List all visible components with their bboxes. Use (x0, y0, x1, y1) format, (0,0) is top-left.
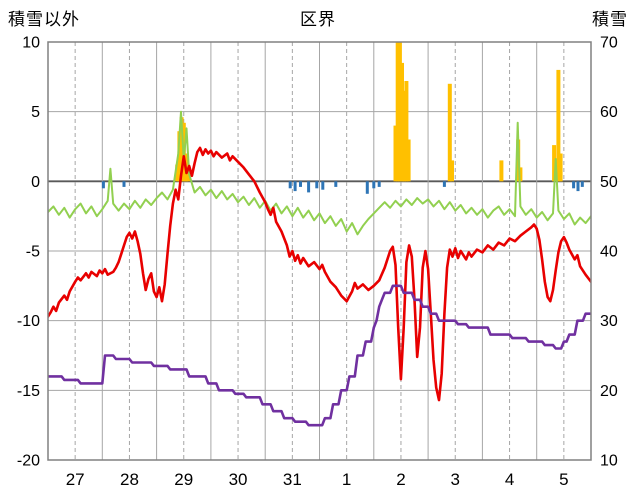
blue-bar (307, 181, 311, 193)
left-axis-title: 積雪以外 (8, 10, 80, 29)
orange-bar (177, 131, 182, 182)
right-axis-tick-label: 20 (600, 383, 618, 400)
x-axis-tick-label: 31 (283, 470, 302, 489)
x-axis-tick-label: 30 (229, 470, 248, 489)
left-axis-tick-label: 5 (31, 104, 40, 121)
left-axis-tick-label: -20 (17, 453, 40, 470)
red-line-series (48, 146, 591, 402)
x-axis-tick-label: 29 (174, 470, 193, 489)
orange-bar (499, 160, 504, 182)
blue-bar (288, 181, 292, 189)
orange-bar (402, 90, 407, 182)
right-axis-title: 積雪 (592, 10, 628, 29)
orange-bar (175, 164, 180, 182)
x-axis-tick-label: 1 (342, 470, 351, 489)
orange-bar (400, 62, 404, 182)
blue-bar (377, 181, 381, 187)
blue-bar (372, 181, 376, 189)
left-axis-tick-labels: 10 5 0 -5 -10 -15 -20 (17, 35, 40, 470)
orange-bar (447, 83, 452, 182)
blue-bar (365, 181, 369, 194)
gridlines (48, 42, 591, 460)
orange-bar (179, 117, 184, 182)
x-axis-tick-label: 28 (120, 470, 139, 489)
blue-bar (293, 181, 297, 192)
blue-bar (299, 181, 302, 187)
right-axis-tick-label: 60 (600, 104, 618, 121)
orange-bar (393, 125, 398, 182)
blue-bar (315, 181, 319, 189)
orange-bar (450, 160, 454, 182)
blue-bar (580, 181, 584, 187)
left-axis-tick-label: -15 (17, 383, 40, 400)
orange-bar (558, 153, 563, 182)
purple-line-series (48, 284, 591, 427)
x-axis-tick-label: 4 (505, 470, 514, 489)
plot-border (47, 41, 592, 461)
orange-bar (518, 167, 523, 182)
blue-bar (101, 181, 105, 189)
right-axis-tick-labels: 70 60 50 40 30 20 10 (600, 35, 618, 470)
blue-bars-series (101, 181, 584, 194)
left-axis-tick-label: 10 (22, 35, 40, 52)
orange-bar (397, 42, 402, 182)
orange-bar (552, 145, 557, 182)
orange-bar (186, 170, 191, 182)
right-axis-tick-label: 10 (600, 453, 618, 470)
chart-title: 区界 (300, 10, 336, 29)
right-axis-tick-label: 30 (600, 313, 618, 330)
orange-bar (395, 42, 400, 182)
blue-bar (334, 181, 338, 187)
green-line-series (48, 110, 591, 236)
orange-bar (556, 69, 561, 182)
blue-bar (442, 181, 446, 187)
left-axis-tick-label: -5 (26, 244, 40, 261)
orange-bar (404, 81, 409, 182)
blue-bar (321, 181, 325, 190)
left-axis-tick-label: -10 (17, 313, 40, 330)
right-axis-tick-label: 40 (600, 244, 618, 261)
x-axis-tick-label: 5 (559, 470, 568, 489)
x-axis-tick-labels: 27 28 29 30 31 1 2 3 4 5 (66, 470, 569, 489)
right-axis-tick-label: 50 (600, 174, 618, 191)
x-axis-tick-label: 27 (66, 470, 85, 489)
x-axis-tick-label: 2 (396, 470, 405, 489)
x-axis-tick-label: 3 (451, 470, 460, 489)
orange-bar (406, 139, 411, 182)
left-axis-tick-label: 0 (31, 174, 40, 191)
orange-bars-series (175, 42, 563, 182)
blue-bar (576, 181, 580, 192)
blue-bar (572, 181, 576, 189)
blue-bar (122, 181, 126, 187)
right-axis-tick-label: 70 (600, 35, 618, 52)
